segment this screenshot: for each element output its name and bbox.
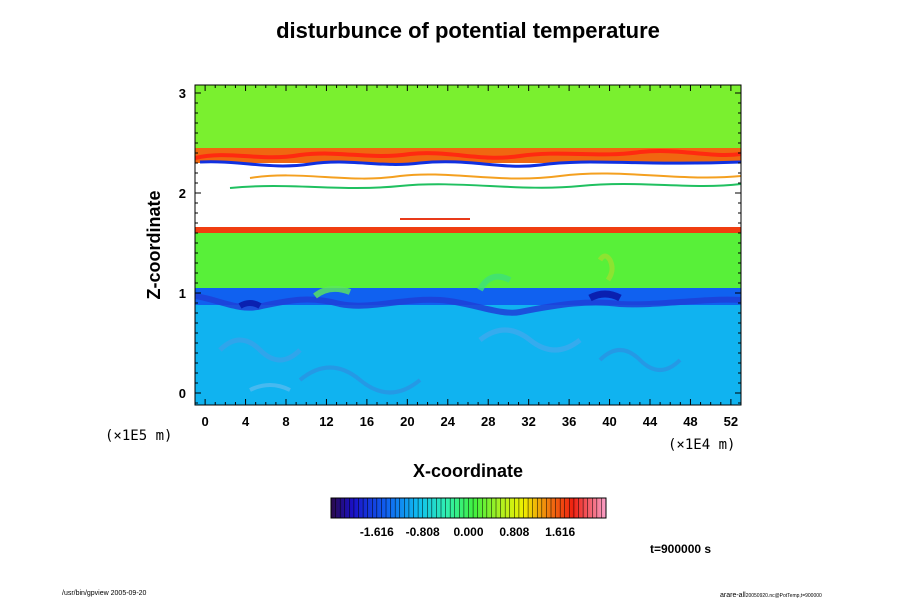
plume [597, 253, 615, 282]
warm-front [195, 149, 741, 160]
eddy [598, 348, 682, 372]
field-band [195, 85, 741, 148]
x-tick-label: 20 [400, 414, 414, 429]
x-tick-label: 4 [242, 414, 250, 429]
x-tick-label: 16 [360, 414, 374, 429]
colorbar-ticks: -1.616 -0.808 0.000 0.808 1.616 [360, 525, 576, 539]
x-tick-label: 36 [562, 414, 576, 429]
colorbar-tick-label: 1.616 [545, 525, 575, 539]
footer-right: arare-all20050920.nc@PotTemp,t=900000 [720, 592, 822, 599]
filament [249, 172, 741, 180]
x-unit-label: (×1E4 m) [668, 437, 735, 453]
footer-left: /usr/bin/gpview 2005-09-20 [62, 590, 147, 597]
y-tick-label: 0 [179, 386, 186, 401]
time-label: t=900000 s [650, 542, 711, 556]
field-bands [195, 85, 741, 405]
colorbar-tick-label: -0.808 [406, 525, 440, 539]
filament [229, 183, 741, 189]
field-band [195, 163, 741, 227]
colorbar-tick-label: 0.808 [499, 525, 529, 539]
cold-core [588, 290, 622, 302]
colorbar-levels [335, 498, 602, 518]
x-tick-label: 44 [643, 414, 658, 429]
x-tick-label: 8 [282, 414, 289, 429]
x-ticks: 0 4 8 12 16 20 24 28 32 36 40 44 48 52 [194, 85, 742, 429]
colorbar: -1.616 -0.808 0.000 0.808 1.616 [330, 497, 607, 539]
eddy [298, 365, 422, 395]
colorbar-tick-label: 0.000 [453, 525, 483, 539]
footer-right-sub: 20050920.nc@PotTemp,t=900000 [746, 593, 822, 599]
cold-front [195, 293, 741, 316]
chart-title: disturbunce of potential temperature [276, 18, 660, 43]
eddy [249, 383, 291, 392]
y-tick-label: 1 [179, 286, 186, 301]
y-axis-label: Z-coordinate [144, 190, 164, 299]
y-unit-label: (×1E5 m) [105, 428, 172, 444]
x-tick-label: 52 [724, 414, 738, 429]
y-ticks: 0 1 2 3 [179, 86, 741, 404]
x-tick-label: 48 [683, 414, 697, 429]
field-band [195, 227, 741, 233]
cold-core [238, 300, 262, 309]
x-tick-label: 40 [602, 414, 616, 429]
colorbar-frame [330, 497, 607, 519]
plume [313, 285, 352, 299]
y-tick-label: 2 [179, 186, 186, 201]
field-band [195, 305, 741, 405]
colorbar-tick-label: -1.616 [360, 525, 394, 539]
field-band [195, 233, 741, 288]
eddy [218, 337, 302, 363]
x-axis-label: X-coordinate [413, 461, 523, 481]
x-tick-label: 24 [441, 414, 456, 429]
x-tick-label: 12 [319, 414, 333, 429]
cold-filament [199, 160, 741, 168]
eddy [478, 327, 582, 353]
y-tick-label: 3 [179, 86, 186, 101]
footer-right-main: arare-all [720, 592, 746, 599]
x-tick-label: 32 [521, 414, 535, 429]
field-structures [195, 149, 741, 395]
x-tick-label: 28 [481, 414, 495, 429]
plume [477, 273, 512, 292]
x-tick-label: 0 [201, 414, 208, 429]
